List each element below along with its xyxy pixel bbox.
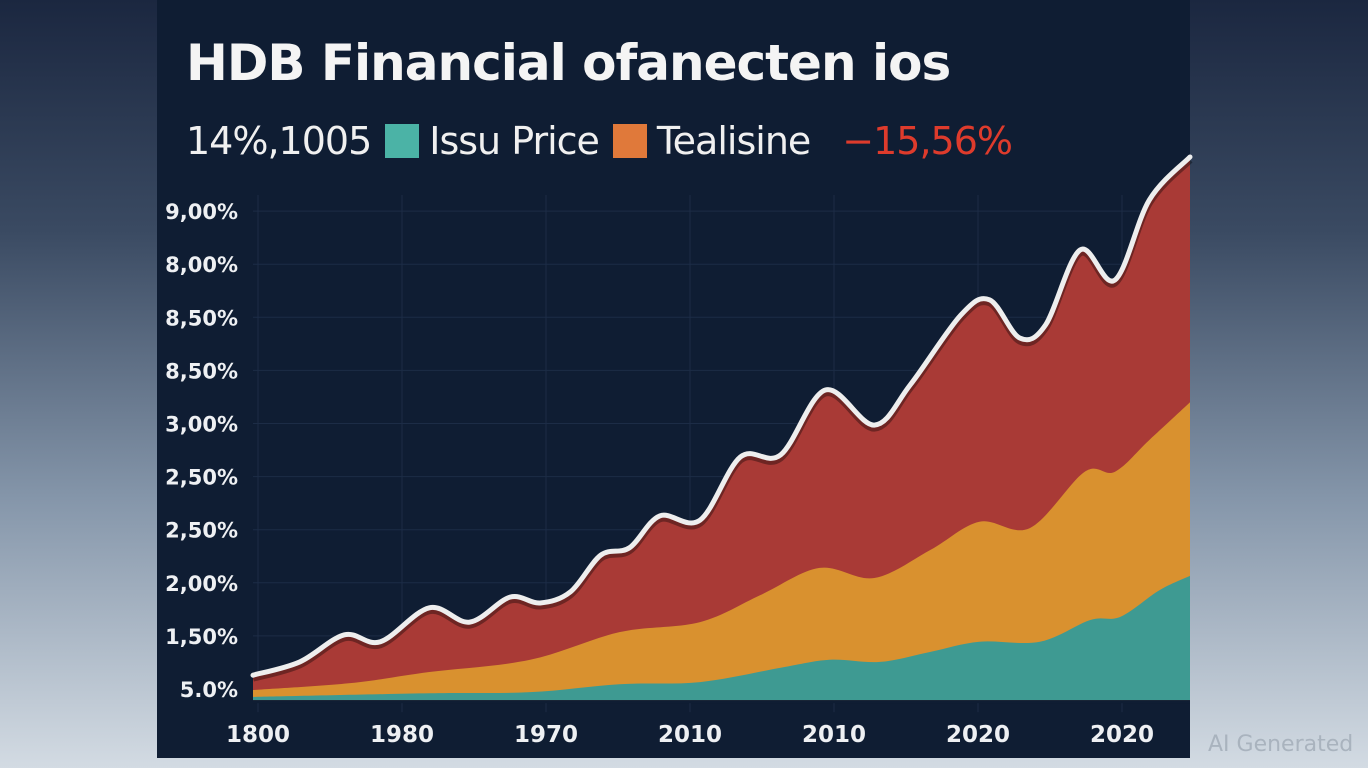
chart-title: HDB Financial ofanecten ios [186,34,951,92]
legend-label-tealisine: Tealisine [656,119,811,163]
area-tealisine [253,402,1190,701]
x-tick-label: 1970 [514,722,578,748]
y-tick-label: 3,00% [165,413,238,437]
y-tick-label: 1,50% [165,625,238,649]
subtitle-value: 14%,1005 [186,119,372,163]
x-tick-label: 2010 [658,722,722,748]
baseline [253,700,1190,704]
watermark: AI Generated [1208,732,1354,757]
area-issu-price [253,575,1190,701]
legend-label-issu-price: Issu Price [429,119,600,163]
y-tick-label: 2,50% [165,466,238,490]
x-tick-label: 2020 [1090,722,1154,748]
x-tick-label: 2020 [946,722,1010,748]
y-tick-label: 2,00% [165,572,238,596]
total-line [250,154,1193,678]
legend-swatch-issu-price [385,124,420,158]
y-tick-label: 2,50% [165,519,238,543]
y-tick-label: 5.0% [180,678,238,702]
legend-swatch-tealisine [612,124,647,158]
legend: 14%,1005 Issu Price Tealisine −15,56% [186,116,1013,166]
y-tick-label: 9,00% [165,200,238,224]
x-tick-label: 1980 [370,722,434,748]
y-tick-label: 8,50% [165,359,238,383]
y-tick-label: 8,00% [165,253,238,277]
x-tick-label: 1800 [226,722,290,748]
y-tick-label: 8,50% [165,306,238,330]
change-value: −15,56% [842,119,1013,163]
x-tick-label: 2010 [802,722,866,748]
